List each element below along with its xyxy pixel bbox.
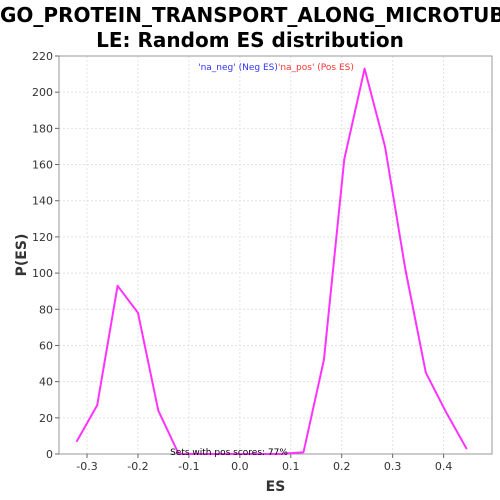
data-point [76, 440, 78, 443]
data-point [323, 359, 325, 361]
legend: 'na_neg' (Neg ES)'na_pos' (Pos ES) [198, 63, 354, 73]
data-point [445, 411, 447, 414]
y-tick-label: 160 [32, 159, 53, 172]
x-axis-label: ES [266, 479, 286, 495]
data-point [218, 453, 221, 455]
data-point [198, 453, 200, 455]
y-tick-label: 200 [32, 86, 53, 99]
x-tick-label: 0.2 [333, 460, 351, 473]
y-tick-label: 0 [46, 448, 53, 461]
data-point [404, 268, 407, 271]
data-point [239, 453, 241, 455]
y-tick-label: 20 [39, 412, 53, 425]
chart-title-line-1: GO_PROTEIN_TRANSPORT_ALONG_MICROTUBU [0, 3, 500, 27]
y-tick-label: 220 [32, 50, 53, 63]
y-tick-label: 40 [39, 376, 53, 389]
x-tick-label: 0.1 [282, 460, 300, 473]
data-point [465, 447, 468, 450]
data-point [279, 453, 282, 455]
x-tick-label: -0.3 [76, 460, 97, 473]
y-tick-label: 100 [32, 267, 53, 280]
legend-entry: 'na_pos' (Pos ES) [278, 63, 354, 73]
y-axis-label: P(ES) [14, 234, 30, 277]
x-tick-label: -0.2 [127, 460, 148, 473]
chart-title-line-2: LE: Random ES distribution [96, 28, 404, 52]
data-point [177, 453, 180, 455]
plot-area [59, 56, 492, 454]
data-point [343, 158, 346, 160]
y-tick-label: 120 [32, 231, 53, 244]
x-tick-label: 0.4 [435, 460, 453, 473]
data-point [424, 371, 427, 374]
data-point [363, 67, 366, 70]
y-tick-label: 140 [32, 195, 53, 208]
series-line [75, 67, 468, 455]
data-point [384, 145, 386, 148]
data-point [96, 404, 99, 406]
pos-scores-annotation: Sets with pos scores: 77% [170, 448, 288, 458]
x-tick-label: -0.1 [178, 460, 199, 473]
legend-entry: 'na_neg' (Neg ES) [198, 63, 278, 73]
x-tick-label: 0.3 [384, 460, 402, 473]
y-tick-label: 60 [39, 339, 53, 352]
x-tick-label: 0.0 [231, 460, 249, 473]
data-point [259, 453, 262, 455]
data-point [302, 451, 305, 453]
data-point [157, 409, 160, 412]
y-tick-label: 180 [32, 122, 53, 135]
data-point [116, 284, 119, 287]
y-tick-label: 80 [39, 303, 53, 316]
data-point [137, 312, 139, 314]
